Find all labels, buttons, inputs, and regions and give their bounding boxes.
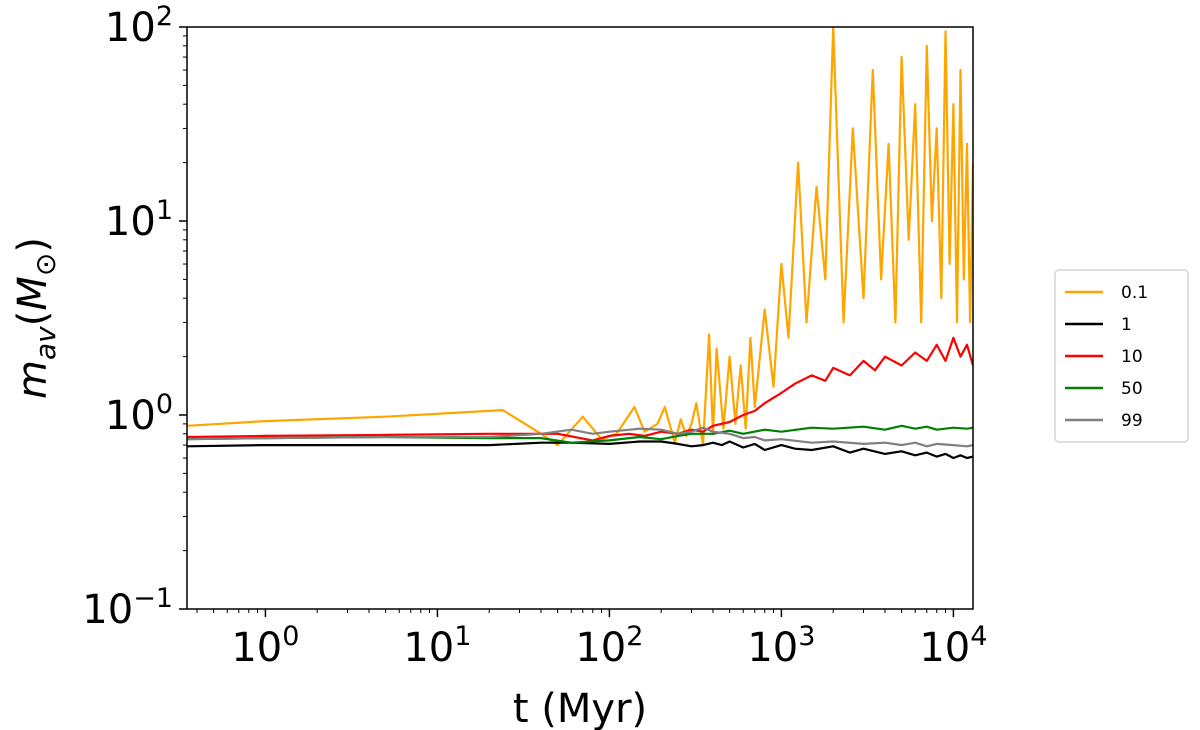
- plot-frame: [186, 26, 974, 610]
- x-tick-label: 102: [575, 621, 643, 671]
- legend-entry: 1: [1121, 315, 1132, 335]
- x-tick-label: 103: [747, 621, 815, 671]
- y-tick-label: 100: [105, 389, 173, 439]
- y-tick-label: 10−1: [82, 583, 173, 633]
- legend-entry: 10: [1121, 347, 1143, 367]
- legend: 0.1 1 10 50 99: [1054, 269, 1189, 443]
- ticks-layer: [179, 26, 955, 617]
- y-tick-label: 101: [105, 195, 173, 245]
- x-tick-label: 100: [231, 621, 299, 671]
- y-axis-label: mav(M⊙): [10, 237, 62, 399]
- series-line-1: [187, 440, 973, 460]
- x-tick-label: 104: [919, 621, 987, 671]
- y-tick-label: 102: [105, 1, 173, 51]
- series-line-50: [187, 424, 973, 444]
- legend-box: [1054, 269, 1189, 443]
- series-line-10: [187, 336, 973, 442]
- legend-entry: 0.1: [1121, 283, 1148, 303]
- legend-entry: 99: [1121, 411, 1143, 431]
- series-layer: [187, 27, 973, 460]
- series-line-0-1: [187, 27, 973, 447]
- series-line-99: [187, 426, 973, 448]
- legend-entry: 50: [1121, 379, 1143, 399]
- labels-layer: 100 101 102 103 104 10−1 100 101 102 t (Myr) mav(M…: [10, 1, 987, 730]
- x-tick-label: 101: [403, 621, 471, 671]
- x-axis-label: t (Myr): [513, 686, 647, 730]
